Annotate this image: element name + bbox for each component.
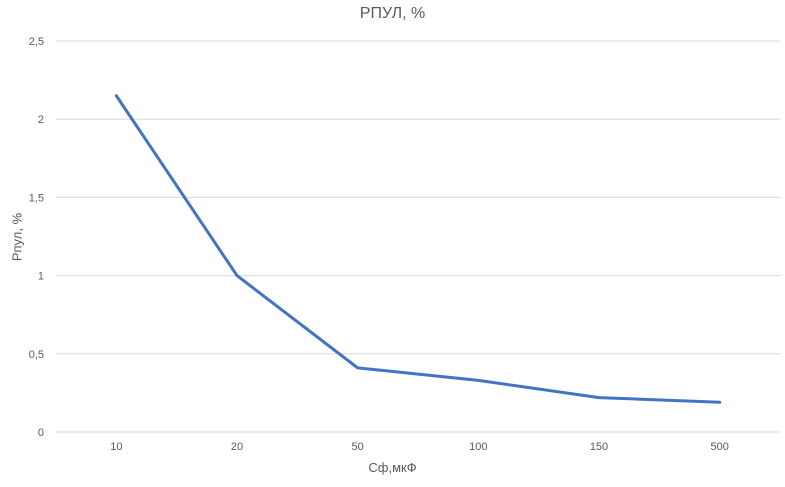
x-tick-label: 50	[352, 441, 364, 453]
x-tick-label: 100	[469, 441, 487, 453]
x-tick-label: 500	[710, 441, 728, 453]
y-tick-label: 0	[38, 427, 44, 439]
y-tick-label: 0,5	[29, 349, 44, 361]
series-line	[114, 94, 722, 404]
series-group	[114, 94, 722, 404]
y-tick-label: 2	[38, 114, 44, 126]
y-axis-ticks: 0 0,5 1 1,5 2 2,5	[29, 36, 44, 439]
y-tick-label: 1,5	[29, 192, 44, 204]
x-axis-ticks: 10 20 50 100 150 500	[110, 441, 729, 453]
chart-title: РПУЛ, %	[359, 5, 426, 22]
y-tick-label: 2,5	[29, 36, 44, 48]
x-axis-title: Сф,мкФ	[368, 460, 417, 475]
gridlines	[56, 40, 780, 433]
x-tick-label: 150	[590, 441, 608, 453]
x-tick-label: 10	[110, 441, 122, 453]
x-tick-label: 20	[231, 441, 243, 453]
y-tick-label: 1	[38, 271, 44, 283]
